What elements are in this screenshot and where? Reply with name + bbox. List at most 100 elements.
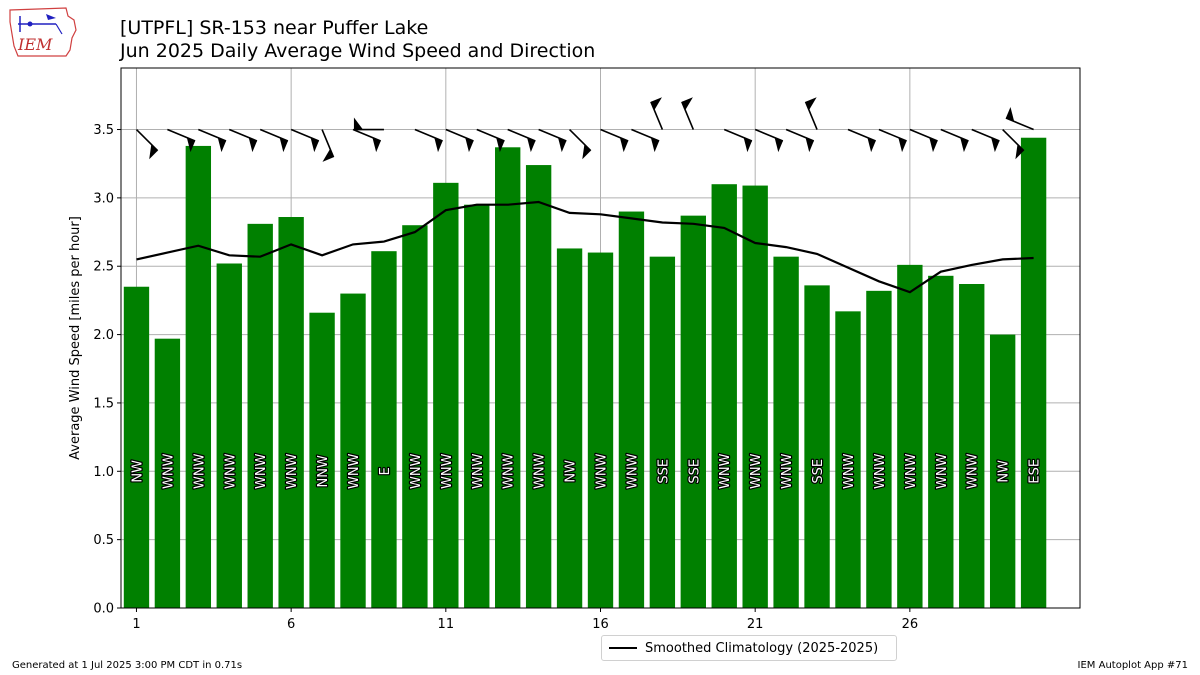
bar (525, 165, 552, 608)
direction-label: NW (997, 460, 1012, 483)
barb-staff (414, 128, 443, 142)
bar (433, 182, 459, 608)
iem-logo-graphic: IEM (9, 7, 77, 57)
bar (309, 312, 335, 608)
wind-barb (681, 97, 695, 130)
barb-staff (352, 128, 382, 142)
barb-flag (929, 137, 938, 153)
direction-label: E (378, 467, 393, 475)
direction-label: WNW (223, 453, 238, 489)
direction-label: WNW (440, 453, 455, 489)
bar (278, 217, 304, 608)
barb-flag (279, 137, 288, 153)
direction-label: WNW (780, 453, 795, 489)
axes: 0.00.51.01.52.02.53.03.51 6 11 16 21 26 (93, 123, 918, 632)
barb-flag (248, 137, 257, 153)
x-tick-label: 16 (592, 617, 609, 632)
wind-barb (600, 128, 629, 153)
bar (773, 256, 799, 608)
wind-barb (971, 128, 1000, 153)
bar (959, 284, 985, 608)
direction-label: WNW (873, 453, 888, 489)
iem-logo: IEM (8, 6, 80, 60)
barb-staff (259, 128, 289, 142)
wind-barbs (135, 97, 1034, 162)
y-tick-label: 3.5 (93, 123, 114, 138)
wind-barb (259, 128, 289, 153)
barb-staff (135, 128, 159, 152)
barb-flag (1015, 144, 1024, 160)
bar (804, 285, 830, 608)
bar (216, 263, 242, 608)
wind-barb (538, 128, 567, 153)
x-tick-label: 11 (438, 617, 455, 632)
barb-flag (527, 137, 536, 153)
barb-flag (650, 97, 662, 111)
direction-label: NNW (316, 455, 331, 487)
barb-staff (476, 128, 505, 142)
wind-barb (228, 128, 258, 153)
barb-staff (290, 128, 320, 142)
y-tick-label: 1.0 (93, 465, 114, 480)
wind-barb (650, 97, 664, 130)
bar (587, 252, 614, 609)
wind-barb (940, 128, 969, 153)
y-tick-label: 0.5 (93, 533, 114, 548)
direction-label: SSE (811, 459, 826, 484)
barb-flag (353, 117, 363, 130)
bar (742, 185, 768, 608)
y-tick-label: 0.0 (93, 602, 114, 617)
direction-label: WNW (192, 453, 207, 489)
bar (897, 264, 923, 608)
y-tick-label: 2.5 (93, 260, 114, 275)
barb-flag (805, 97, 817, 111)
bar (123, 286, 150, 608)
direction-label: WNW (285, 453, 300, 489)
wind-barb (1002, 128, 1025, 160)
wind-barb (631, 128, 660, 153)
wind-barb (198, 128, 227, 153)
x-tick-label: 6 (287, 617, 295, 632)
y-tick-label: 2.0 (93, 328, 114, 343)
bar (556, 248, 583, 609)
barb-flag (558, 137, 567, 153)
direction-label: WNW (502, 453, 517, 489)
direction-label: WNW (966, 453, 981, 489)
barb-flag (650, 137, 660, 153)
wind-barb (785, 128, 815, 153)
bar (649, 256, 676, 608)
direction-label: WNW (161, 453, 176, 489)
barb-flag (867, 137, 876, 153)
wind-barb (754, 128, 784, 153)
barb-flag (774, 137, 783, 153)
barb-flag (743, 137, 752, 153)
chart-legend: Smoothed Climatology (2025-2025) (601, 635, 897, 661)
direction-label: WNW (625, 453, 640, 489)
bar (154, 338, 181, 608)
wind-barb (353, 117, 384, 131)
barb-flag (681, 97, 693, 111)
bar (711, 184, 737, 609)
bar-series (123, 137, 1047, 609)
direction-label: SSE (656, 459, 671, 484)
barb-flag (898, 137, 907, 153)
barb-staff (198, 128, 227, 142)
wind-barb (414, 128, 443, 153)
x-tick-label: 21 (747, 617, 764, 632)
direction-label: WNW (904, 453, 919, 489)
wind-barb (909, 128, 938, 153)
iem-logo-text: IEM (17, 35, 53, 54)
y-tick-label: 1.5 (93, 396, 114, 411)
wind-barb (445, 128, 474, 153)
barb-flag (217, 137, 227, 153)
direction-label: WNW (409, 453, 424, 489)
x-tick-label: 26 (902, 617, 919, 632)
direction-label: WNW (749, 453, 764, 489)
direction-label: SSE (687, 459, 702, 484)
wind-barb (878, 128, 907, 153)
wind-barb (476, 128, 505, 153)
bar (989, 334, 1016, 608)
legend-label: Smoothed Climatology (2025-2025) (645, 640, 879, 656)
barb-flag (991, 137, 1000, 153)
barb-flag (310, 137, 319, 153)
